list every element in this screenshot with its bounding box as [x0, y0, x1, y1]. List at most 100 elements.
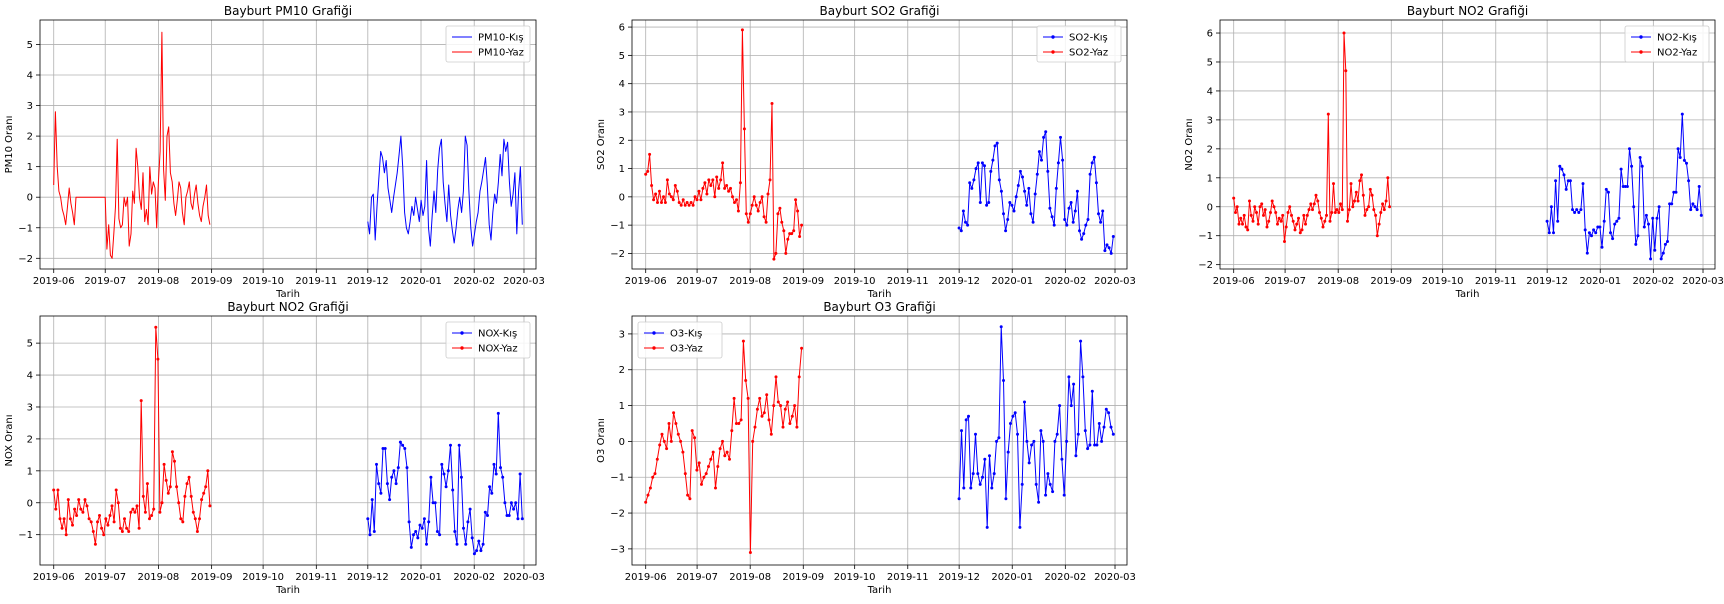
- data-point: [1386, 176, 1390, 180]
- data-point: [753, 425, 757, 429]
- data-point: [652, 198, 656, 202]
- x-tick-label: 2019-08: [729, 276, 771, 287]
- data-point: [782, 229, 786, 233]
- data-point: [976, 161, 980, 165]
- y-axis-label: SO2 Oranı: [596, 119, 607, 170]
- y-axis-label: NOX Oranı: [4, 415, 15, 467]
- data-point: [1044, 130, 1048, 134]
- y-tick-label: −2: [18, 254, 33, 265]
- data-point: [997, 436, 1001, 440]
- x-tick-label: 2019-09: [191, 276, 233, 287]
- data-point: [1663, 242, 1667, 246]
- data-point: [1062, 493, 1066, 497]
- data-point: [1097, 422, 1101, 425]
- data-point: [73, 507, 77, 511]
- data-point: [1025, 439, 1029, 443]
- data-point: [407, 520, 411, 524]
- data-point: [488, 485, 492, 489]
- data-point: [1284, 225, 1288, 229]
- legend: NOX-Kış NOX-Yaz: [445, 321, 531, 359]
- data-point: [1102, 425, 1106, 429]
- data-point: [1365, 208, 1369, 212]
- data-point: [723, 454, 727, 458]
- data-point: [185, 482, 189, 486]
- data-point: [733, 201, 736, 204]
- data-point: [370, 498, 374, 502]
- data-point: [1657, 205, 1661, 209]
- y-tick-label: 3: [619, 329, 625, 340]
- y-axis-label: NO2 Oranı: [1184, 118, 1195, 170]
- x-tick-label: 2020-03: [1094, 572, 1136, 583]
- data-point: [959, 229, 963, 233]
- data-point: [1069, 404, 1073, 408]
- data-point: [1685, 161, 1688, 165]
- series-line-PM10-Kış: [367, 135, 523, 247]
- data-point: [131, 507, 135, 511]
- data-point: [792, 229, 796, 233]
- data-point: [1069, 201, 1073, 204]
- data-point: [409, 545, 413, 549]
- data-point: [1010, 203, 1014, 207]
- data-point: [1375, 234, 1379, 238]
- data-point: [993, 144, 997, 148]
- data-point: [715, 175, 719, 179]
- data-point: [120, 530, 124, 533]
- data-point: [1021, 175, 1024, 179]
- y-tick-label: −3: [610, 544, 625, 555]
- data-point: [150, 514, 154, 517]
- data-point: [744, 379, 748, 382]
- series-line-NOX-Yaz: [53, 326, 211, 545]
- data-point: [1363, 213, 1367, 217]
- data-point: [673, 184, 677, 187]
- data-point: [1249, 213, 1253, 217]
- data-point: [1042, 135, 1046, 139]
- data-point: [1305, 213, 1309, 217]
- data-point: [983, 457, 987, 461]
- data-point: [776, 400, 780, 404]
- data-point: [187, 475, 191, 479]
- data-point: [412, 533, 415, 537]
- data-point: [957, 226, 961, 230]
- data-point: [154, 325, 158, 329]
- data-point: [1103, 249, 1107, 253]
- data-point: [1075, 189, 1079, 193]
- data-point: [1256, 222, 1260, 226]
- data-point: [1318, 211, 1321, 214]
- x-tick-label: 2020-01: [400, 276, 442, 287]
- chart-title: Bayburt PM10 Grafiği: [224, 4, 352, 18]
- data-point: [723, 186, 727, 190]
- y-tick-label: 2: [619, 365, 625, 376]
- data-point: [648, 486, 652, 490]
- data-point: [646, 493, 650, 497]
- data-point: [198, 517, 201, 521]
- data-point: [1104, 407, 1108, 411]
- data-point: [377, 482, 381, 486]
- data-point: [1545, 219, 1549, 223]
- data-point: [667, 422, 671, 425]
- data-point: [385, 482, 389, 486]
- data-point: [1105, 243, 1109, 247]
- data-point: [978, 201, 982, 204]
- data-point: [997, 178, 1001, 182]
- axes-frame: [39, 19, 537, 270]
- data-point: [1016, 184, 1020, 187]
- data-point: [1002, 212, 1005, 216]
- data-point: [739, 418, 743, 422]
- data-point: [168, 485, 172, 489]
- series-line-O3-Yaz: [645, 340, 803, 553]
- x-tick-label: 2019-07: [676, 276, 718, 287]
- data-point: [681, 450, 685, 454]
- legend-marker: [1051, 50, 1055, 54]
- data-point: [711, 450, 715, 454]
- data-point: [665, 447, 669, 451]
- data-point: [512, 507, 516, 511]
- y-tick-label: 4: [619, 79, 625, 90]
- data-point: [133, 510, 137, 514]
- data-point: [1581, 182, 1585, 186]
- legend-marker: [652, 331, 656, 335]
- data-point: [1295, 222, 1299, 226]
- data-point: [123, 517, 126, 521]
- data-point: [1081, 375, 1085, 379]
- data-point: [1319, 216, 1323, 220]
- data-point: [1332, 182, 1335, 186]
